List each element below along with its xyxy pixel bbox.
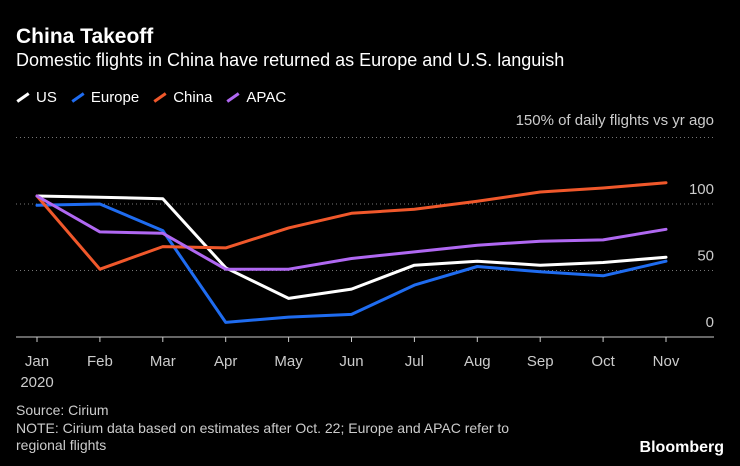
- x-tick-label-sep: Sep: [527, 353, 554, 370]
- legend-label-us: US: [36, 88, 57, 106]
- chart-subtitle: Domestic flights in China have returned …: [16, 50, 565, 70]
- source-note: Source: Cirium: [16, 402, 109, 418]
- x-tick-label-jan: Jan: [25, 353, 49, 370]
- legend-item-europe: Europe: [71, 89, 139, 106]
- x-tick-year-label: 2020: [20, 374, 53, 391]
- series-lines: [35, 181, 668, 324]
- series-line-china: [35, 181, 668, 271]
- chart-title: China Takeoff: [16, 25, 154, 48]
- y-tick-label-50: 50: [697, 248, 714, 265]
- x-tick-label-nov: Nov: [653, 353, 680, 370]
- x-tick-label-jun: Jun: [339, 353, 363, 370]
- x-tick-labels: Jan Feb Mar Apr May Jun Jul Aug Sep Oct Nov 2020: [20, 337, 680, 391]
- gridlines: [16, 137, 714, 338]
- chart-legend: US Europe China APAC: [16, 87, 300, 107]
- legend-item-apac: APAC: [226, 89, 286, 106]
- legend-label-europe: Europe: [90, 88, 140, 106]
- note-line-2: regional flights: [16, 437, 107, 453]
- line-chart: 150% of daily flights vs yr ago 0 50 100 J…: [16, 112, 714, 391]
- legend-label-apac: APAC: [246, 88, 287, 106]
- series-line-us: [35, 194, 668, 300]
- x-tick-label-may: May: [274, 353, 303, 370]
- series-line-europe: [35, 202, 668, 324]
- series-line-apac: [35, 194, 668, 271]
- legend-label-china: China: [173, 88, 213, 106]
- legend-item-china: China: [153, 89, 212, 106]
- y-tick-label-0: 0: [706, 314, 714, 331]
- y-tick-labels: 0 50 100: [689, 181, 714, 331]
- y-tick-label-100: 100: [689, 181, 714, 198]
- y-axis-label: 150% of daily flights vs yr ago: [516, 112, 714, 129]
- x-tick-label-mar: Mar: [150, 353, 176, 370]
- note-line-1: NOTE: Cirium data based on estimates aft…: [16, 420, 510, 436]
- x-tick-label-feb: Feb: [87, 353, 113, 370]
- x-tick-label-jul: Jul: [405, 353, 424, 370]
- bloomberg-logo: Bloomberg: [639, 439, 724, 456]
- x-tick-label-aug: Aug: [464, 353, 491, 370]
- x-tick-label-apr: Apr: [214, 353, 237, 370]
- legend-item-us: US: [16, 89, 57, 106]
- x-tick-label-oct: Oct: [591, 353, 615, 370]
